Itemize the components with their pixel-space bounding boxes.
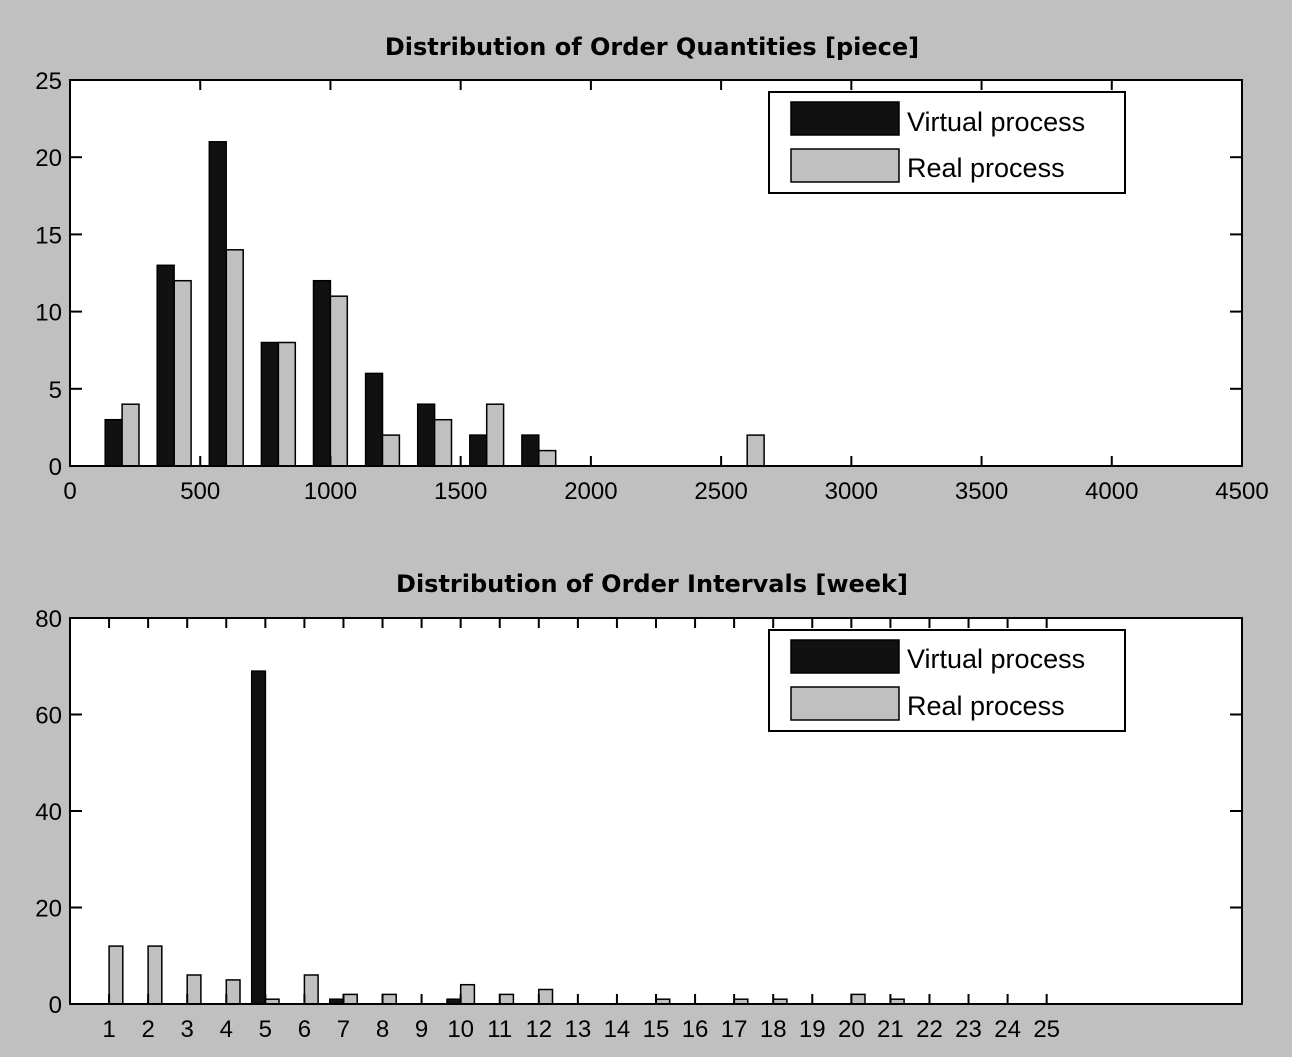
y-tick-label: 0 [49,454,62,481]
ticks-layer: 0 500 1000 1500 2000 2500 3000 3500 4000 4500 0 5 10… [35,68,1268,505]
bar-virtual [156,264,175,467]
legend-swatch-virtual [790,639,900,674]
y-tick-label: 40 [35,799,62,826]
bar-real [850,993,866,1005]
bar-real [277,341,297,467]
axes-box [69,617,1243,1005]
x-tick-label: 6 [298,1016,311,1043]
x-tick-label: 12 [525,1016,552,1043]
bar-real [433,418,453,467]
bar-real [381,434,401,467]
y-tick-label: 20 [35,145,62,172]
x-tick-label: 1000 [304,478,357,505]
y-tick-label: 15 [35,222,62,249]
bar-virtual [260,341,280,467]
x-tick-label: 21 [877,1016,904,1043]
legend-swatch-real [790,686,900,721]
x-tick-label: 4000 [1085,478,1138,505]
bar-virtual [521,434,540,467]
y-tick-label: 80 [35,606,62,633]
x-tick-label: 1 [102,1016,115,1043]
y-tick-label: 10 [35,300,62,327]
bar-real [173,279,192,467]
x-tick-label: 17 [721,1016,748,1043]
bar-real [538,449,557,467]
x-tick-label: 13 [565,1016,592,1043]
bar-real [186,974,202,1005]
bar-real [329,295,349,467]
x-tick-label: 9 [415,1016,428,1043]
x-tick-label: 14 [604,1016,631,1043]
axes-box [69,79,1243,467]
bar-virtual [469,434,488,467]
x-tick-label: 20 [838,1016,865,1043]
bar-real [225,979,241,1005]
x-tick-label: 1500 [434,478,487,505]
x-tick-label: 2000 [564,478,617,505]
x-tick-label: 22 [916,1016,943,1043]
bar-real [538,988,554,1005]
bar-virtual [208,141,227,467]
legend-label-real: Real process [907,691,1065,721]
x-tick-label: 8 [376,1016,389,1043]
bar-real [381,993,397,1005]
bar-virtual [416,403,436,467]
x-tick-label: 2 [141,1016,154,1043]
x-tick-label: 3000 [825,478,878,505]
bar-real [746,434,765,467]
x-tick-label: 3 [181,1016,194,1043]
bar-real [342,993,358,1005]
bar-real [225,249,244,467]
bar-real [303,974,319,1005]
legend-swatch-real [790,148,900,183]
y-tick-label: 5 [49,377,62,404]
x-tick-label: 3500 [955,478,1008,505]
x-tick-label: 25 [1033,1016,1060,1043]
x-tick-label: 24 [994,1016,1021,1043]
chart-order-intervals: Distribution of Order Intervals [week] 1… [35,570,1243,1043]
legend: Virtual process Real process [768,629,1126,732]
x-tick-label: 23 [955,1016,982,1043]
x-tick-label: 15 [643,1016,670,1043]
x-tick-label: 4500 [1215,478,1268,505]
bar-real [147,945,163,1005]
legend-label-virtual: Virtual process [907,107,1085,137]
legend-swatch-virtual [790,101,900,136]
x-tick-label: 10 [447,1016,474,1043]
bar-virtual [250,670,267,1005]
bar-real [498,993,515,1005]
chart-order-quantities: Distribution of Order Quantities [piece]… [35,33,1268,505]
bar-virtual [104,418,123,467]
bar-real [108,945,124,1005]
x-tick-label: 18 [760,1016,787,1043]
bar-virtual [312,279,332,467]
x-tick-label: 16 [682,1016,709,1043]
bar-real [121,403,140,467]
y-tick-label: 0 [49,992,62,1019]
legend-label-virtual: Virtual process [907,644,1085,674]
x-tick-label: 4 [220,1016,233,1043]
x-tick-label: 0 [63,478,76,505]
chart-title: Distribution of Order Intervals [week] [396,570,908,598]
y-tick-label: 25 [35,68,62,95]
ticks-layer: 1 2 3 4 5 6 7 8 9 10 11 12 13 14 15 16 17 18 19 20 21 22 23 24 2… [35,606,1242,1043]
x-tick-label: 19 [799,1016,826,1043]
legend-label-real: Real process [907,153,1065,183]
x-tick-label: 7 [337,1016,350,1043]
legend: Virtual process Real process [768,91,1126,194]
y-tick-label: 60 [35,703,62,730]
x-tick-label: 5 [259,1016,272,1043]
x-tick-label: 11 [487,1016,512,1043]
bar-real [459,983,476,1005]
bar-virtual [364,372,384,467]
chart-title: Distribution of Order Quantities [piece] [385,33,919,61]
y-tick-label: 20 [35,896,62,923]
x-tick-label: 500 [180,478,220,505]
x-tick-label: 2500 [694,478,747,505]
bar-real [485,403,505,467]
